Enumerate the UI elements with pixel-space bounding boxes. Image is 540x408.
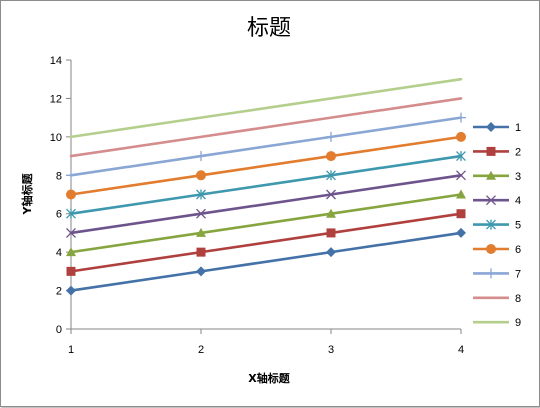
legend-item: 8	[473, 293, 521, 305]
legend-marker	[486, 244, 496, 254]
data-point	[66, 189, 76, 200]
legend-marker	[486, 219, 496, 230]
series-line	[69, 97, 463, 158]
data-point	[326, 208, 336, 218]
series-4	[66, 170, 466, 238]
data-point	[196, 247, 206, 257]
y-tick-label: 8	[56, 170, 62, 182]
data-point	[326, 189, 336, 200]
chart-title: 标题	[247, 16, 291, 41]
series-line	[69, 154, 463, 216]
y-tick-label: 14	[50, 55, 62, 67]
data-point	[66, 170, 76, 181]
data-point	[66, 266, 76, 276]
legend-marker	[486, 122, 496, 132]
legend-marker	[486, 195, 496, 206]
data-point	[66, 247, 76, 257]
legend-item: 6	[473, 244, 521, 256]
y-tick-label: 6	[56, 209, 62, 221]
series-1	[66, 227, 466, 296]
series-line	[69, 77, 463, 139]
data-point	[66, 208, 76, 219]
data-point	[456, 112, 466, 123]
data-point	[196, 189, 206, 200]
legend-label: 9	[515, 317, 521, 329]
legend-item: 5	[473, 219, 521, 232]
legend: 1 2 3 4 5 6 7 8 9	[473, 122, 521, 329]
data-point	[456, 189, 466, 199]
data-point	[326, 151, 336, 162]
legend-label: 6	[515, 244, 521, 256]
legend-item: 9	[473, 317, 521, 329]
legend-label: 4	[515, 195, 521, 207]
marker-stroke	[196, 208, 206, 219]
data-point	[456, 209, 466, 219]
series-5	[66, 151, 466, 219]
data-point	[456, 131, 466, 142]
data-point	[66, 227, 76, 238]
x-tick-label: 3	[328, 344, 334, 356]
data-point	[196, 170, 206, 181]
legend-item: 7	[473, 268, 521, 280]
legend-label: 2	[515, 146, 521, 158]
legend-label: 8	[515, 293, 521, 305]
data-point	[196, 266, 206, 277]
data-point	[66, 285, 76, 296]
data-point	[456, 227, 466, 238]
x-tick-label: 4	[458, 344, 464, 356]
x-tick-label: 1	[68, 344, 74, 356]
data-point	[326, 247, 336, 258]
legend-label: 7	[515, 268, 521, 280]
series-line	[69, 231, 463, 292]
data-point	[196, 151, 206, 162]
series-line	[69, 193, 463, 254]
legend-item: 2	[473, 146, 521, 158]
y-tick-label: 4	[56, 247, 62, 259]
series-3	[66, 189, 466, 257]
data-point	[196, 208, 206, 219]
legend-label: 3	[515, 171, 521, 183]
data-point	[326, 170, 336, 181]
marker-stroke	[456, 170, 466, 181]
y-tick-label: 10	[50, 132, 62, 144]
legend-item: 1	[473, 122, 521, 134]
data-point	[456, 170, 466, 181]
legend-marker	[486, 146, 496, 156]
series-line	[69, 135, 463, 196]
y-tick-label: 0	[56, 324, 62, 336]
series-line	[69, 173, 463, 235]
x-tick-label: 2	[198, 344, 204, 356]
series-layer	[66, 77, 466, 296]
data-point	[196, 227, 206, 237]
y-tick-label: 2	[56, 286, 62, 298]
marker-stroke	[486, 195, 496, 206]
series-2	[66, 209, 466, 276]
y-tick-label: 12	[50, 93, 62, 105]
legend-label: 1	[515, 122, 521, 134]
series-6	[66, 131, 466, 200]
legend-marker	[486, 268, 496, 279]
marker-stroke	[66, 227, 76, 238]
series-line	[69, 116, 463, 177]
series-line	[69, 212, 463, 273]
legend-marker	[486, 170, 496, 180]
data-point	[326, 131, 336, 142]
series-7	[66, 112, 466, 181]
legend-item: 3	[473, 170, 521, 183]
marker-stroke	[326, 189, 336, 200]
legend-label: 5	[515, 220, 521, 232]
data-point	[326, 228, 336, 238]
x-axis-title: X轴标题	[248, 371, 290, 385]
legend-item: 4	[473, 195, 521, 207]
y-axis-title: Y轴标题	[20, 173, 34, 216]
series-8	[69, 97, 463, 158]
data-point	[456, 151, 466, 162]
series-9	[69, 77, 463, 139]
